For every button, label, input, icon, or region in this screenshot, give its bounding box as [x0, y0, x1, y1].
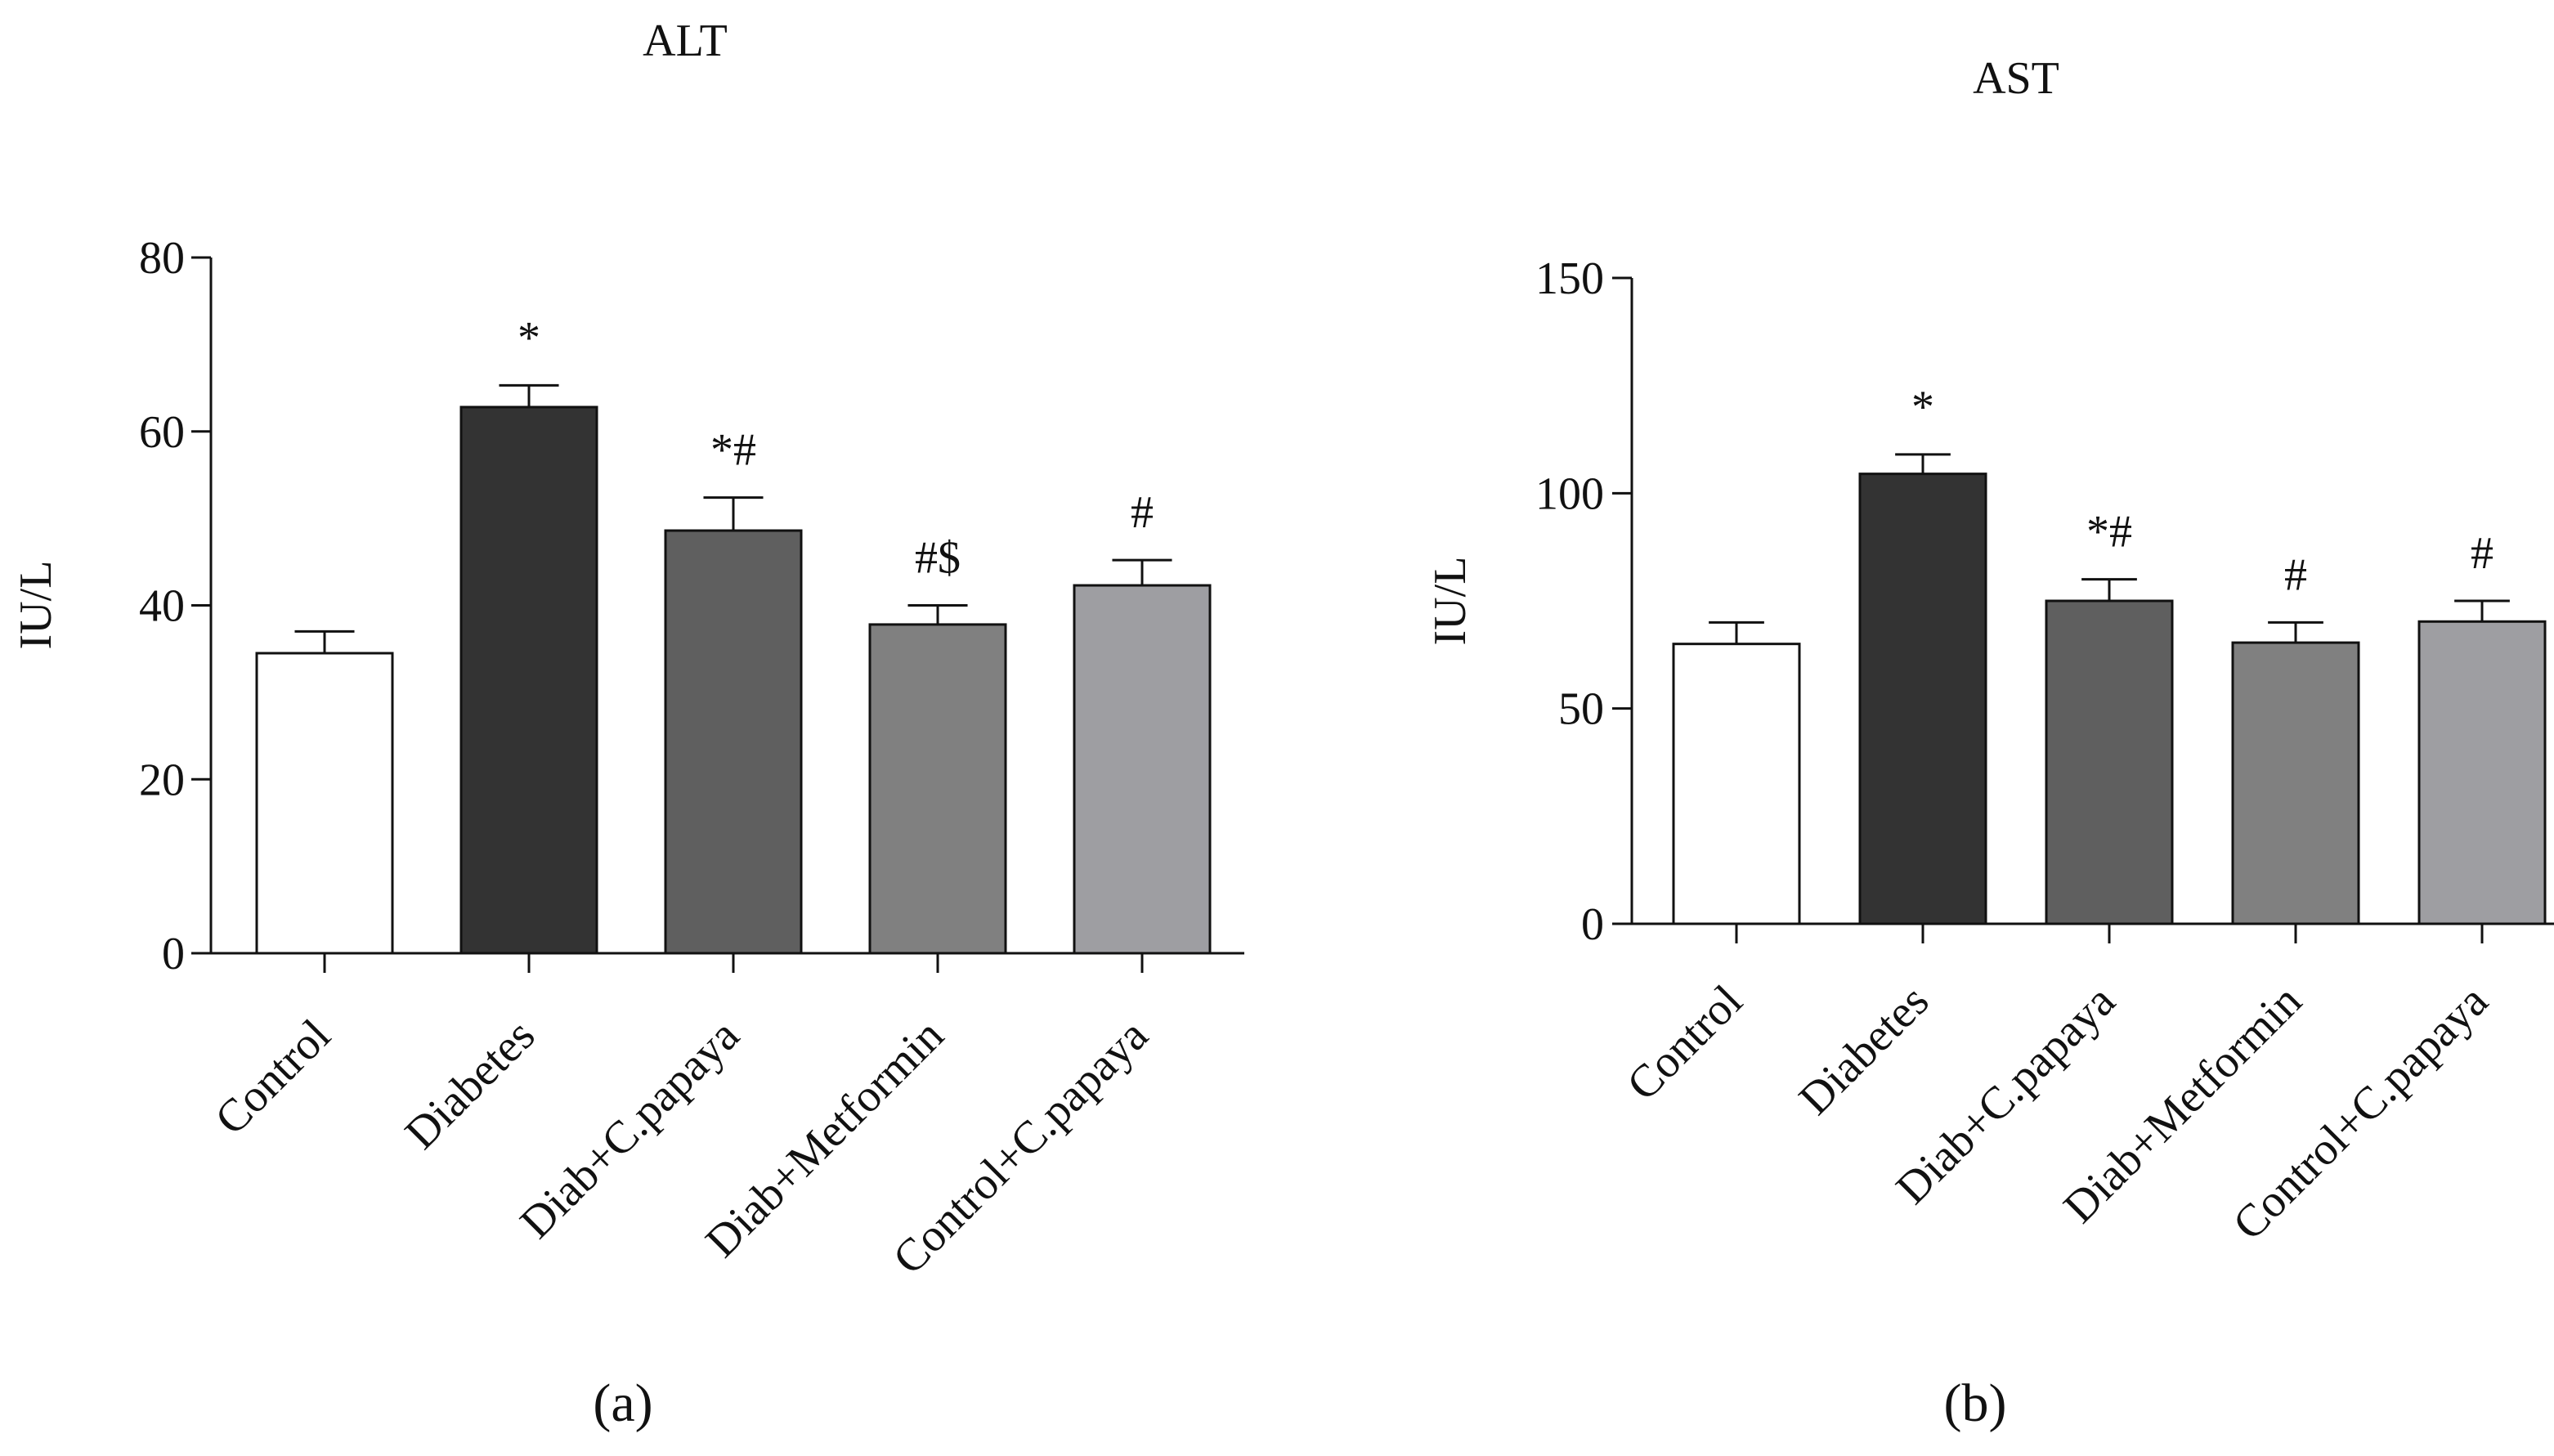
- significance-label: #: [1131, 487, 1154, 538]
- significance-label: #: [2471, 528, 2494, 579]
- category-label: Diabetes: [396, 1010, 544, 1158]
- bar-diab-c-papaya: [2045, 599, 2174, 925]
- panel-label: (b): [1944, 1373, 2007, 1433]
- chart-ast: ASTIU/L050100150Control*Diabetes*#Diab+C…: [1425, 53, 2554, 1433]
- chart-title: AST: [1973, 53, 2059, 104]
- significance-label: *: [518, 312, 540, 363]
- y-tick-label: 0: [162, 929, 185, 979]
- chart-title: ALT: [643, 16, 728, 66]
- panel-label: (a): [593, 1373, 652, 1433]
- y-tick-label: 60: [139, 407, 185, 458]
- y-tick-label: 80: [139, 233, 185, 284]
- category-label: Control: [205, 1010, 340, 1145]
- y-tick-label: 150: [1535, 253, 1604, 304]
- bar-diab-c-papaya: [664, 529, 803, 955]
- bar-control: [255, 652, 394, 955]
- bar-control-c-papaya: [2417, 620, 2547, 925]
- significance-label: #: [2284, 549, 2307, 600]
- significance-label: *: [1911, 382, 1934, 432]
- chart-alt: ALT IU/L 0 20 40 60 80 Control * Diabetes *# Diab+C…: [11, 16, 1244, 1433]
- significance-label: *#: [2086, 507, 2132, 558]
- bar-diab-metformin: [2231, 641, 2360, 925]
- category-label: Diabetes: [1790, 975, 1938, 1124]
- category-label: Control: [1617, 975, 1752, 1110]
- category-label: Diab+C.papaya: [511, 1010, 750, 1248]
- bar-diab-metformin: [868, 623, 1007, 955]
- significance-label: *#: [710, 425, 756, 476]
- y-tick-label: 40: [139, 581, 185, 632]
- bar-diabetes: [1858, 473, 1987, 925]
- bar-diabetes: [459, 405, 598, 955]
- y-tick-label: 100: [1535, 468, 1604, 519]
- y-axis-label: IU/L: [1425, 557, 1476, 646]
- y-tick-label: 0: [1581, 899, 1604, 950]
- y-tick-label: 20: [139, 755, 185, 805]
- significance-label: #$: [915, 533, 961, 584]
- bar-control-c-papaya: [1073, 584, 1212, 955]
- bar-control: [1672, 643, 1801, 925]
- y-axis-label: IU/L: [11, 561, 61, 650]
- y-tick-label: 50: [1558, 684, 1604, 735]
